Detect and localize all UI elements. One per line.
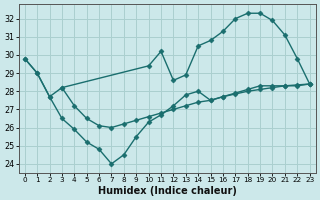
X-axis label: Humidex (Indice chaleur): Humidex (Indice chaleur): [98, 186, 237, 196]
